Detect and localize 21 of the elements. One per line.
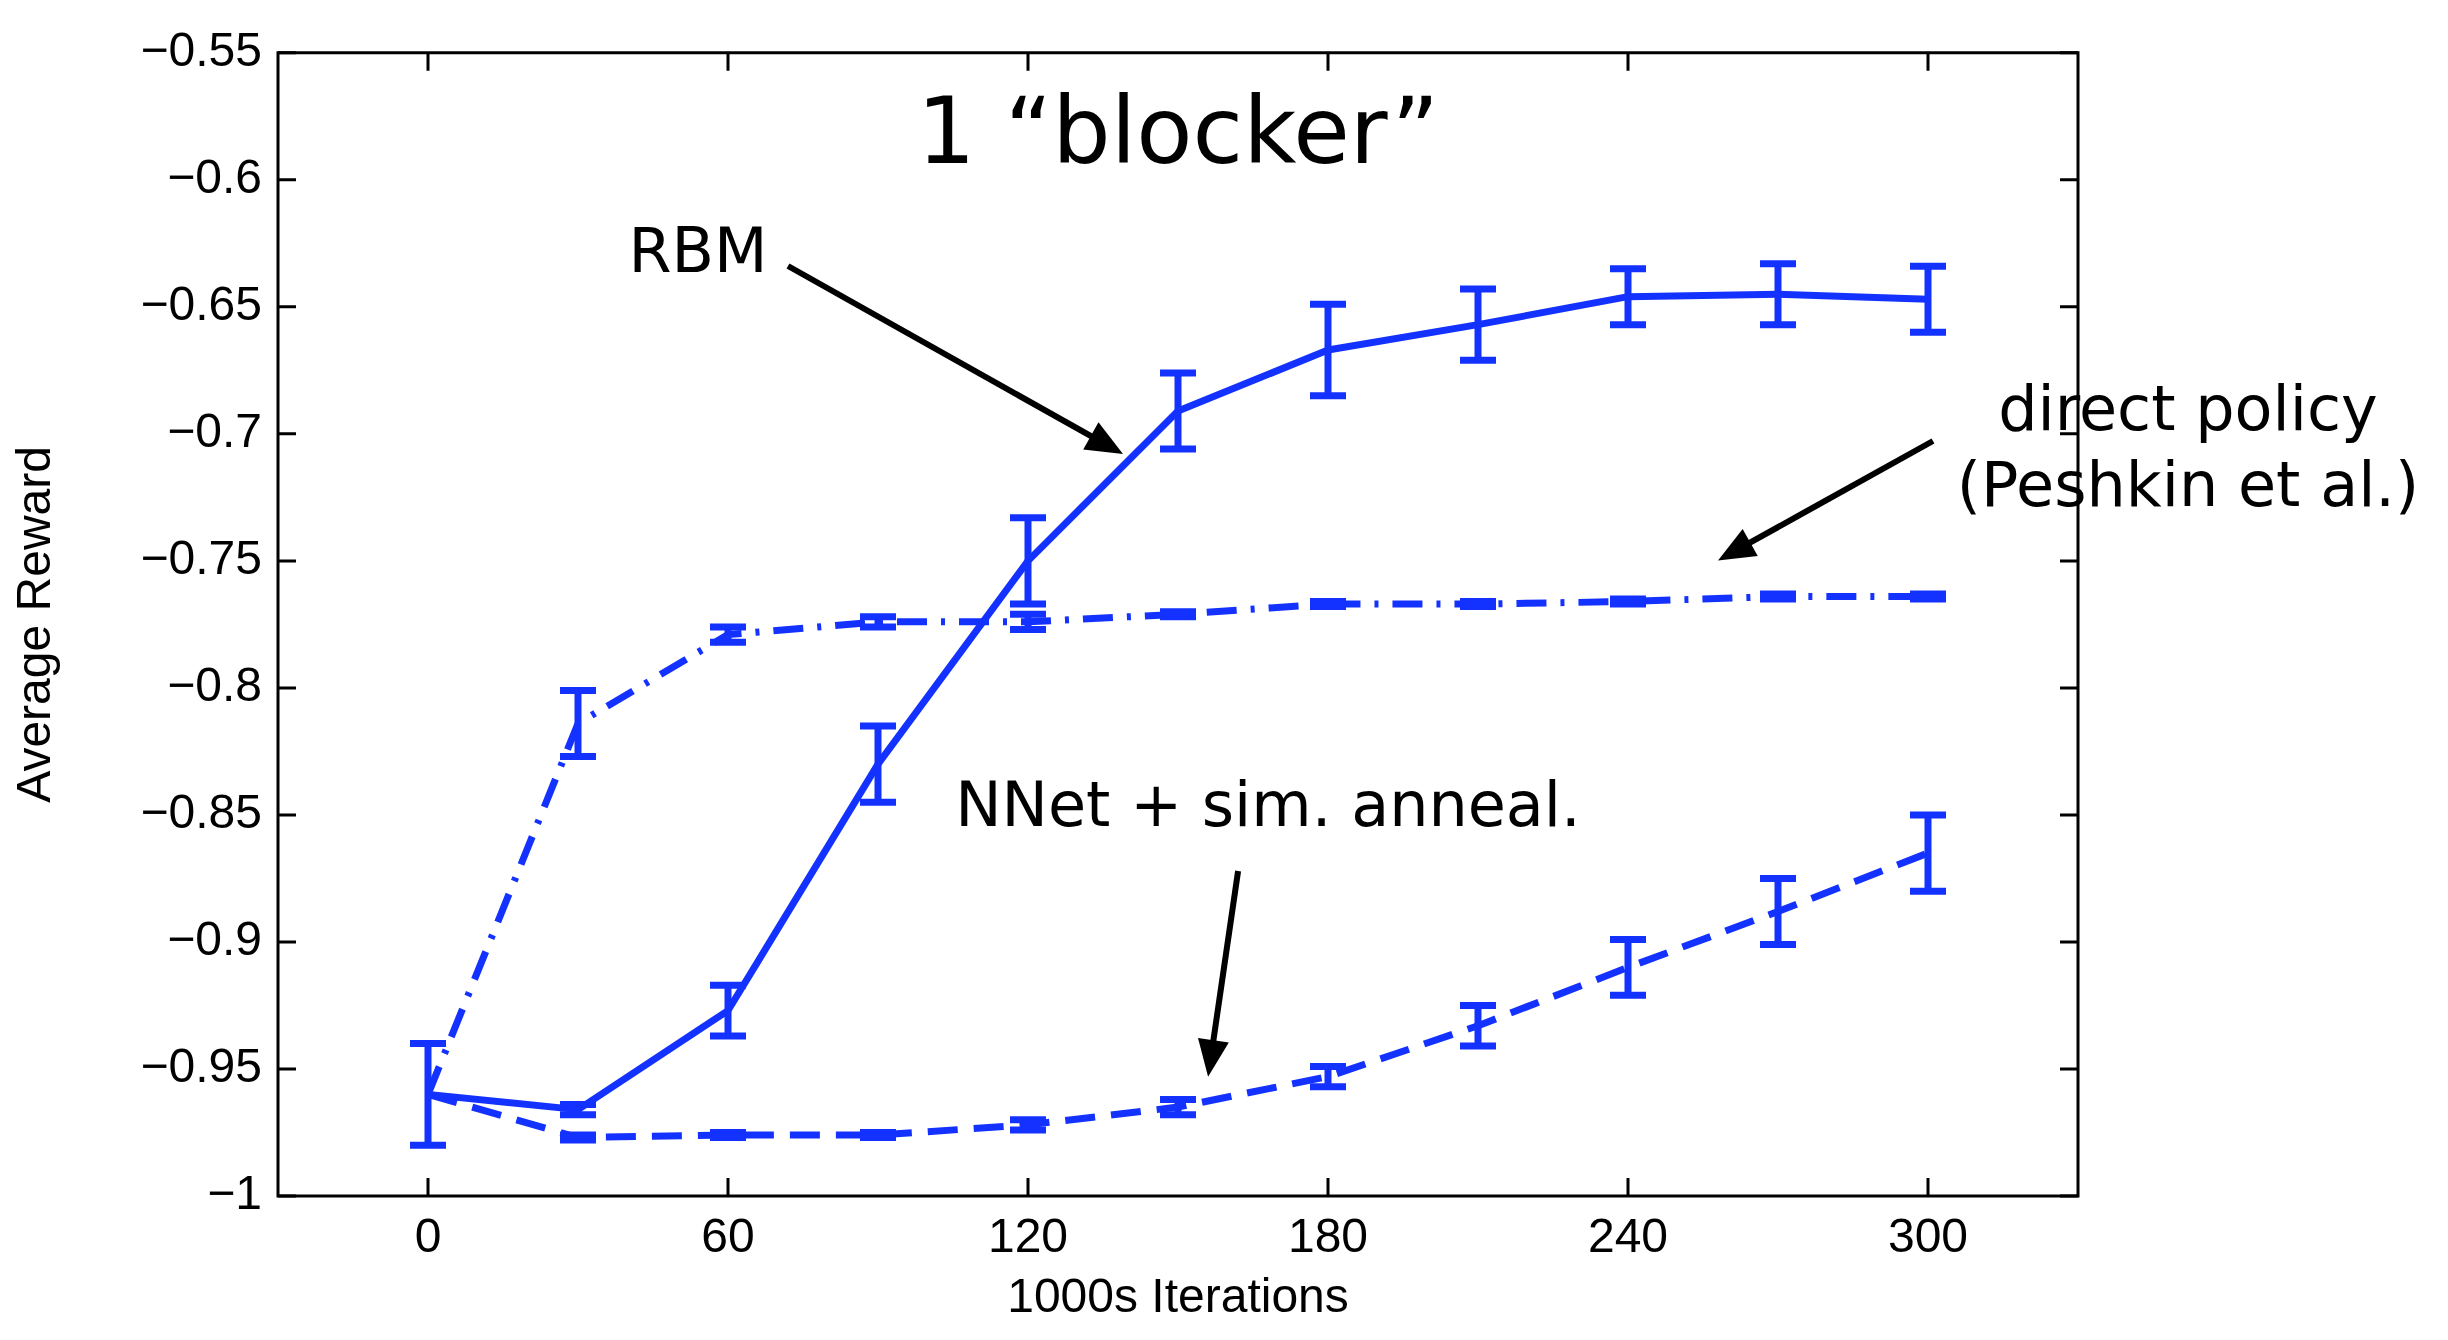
chart-title: 1 “blocker” [916, 77, 1440, 185]
x-tick-label: 240 [1587, 1209, 1669, 1263]
y-tick-label: −1 [207, 1166, 262, 1220]
y-tick-label: −0.7 [167, 404, 262, 458]
x-tick-label: 180 [1287, 1209, 1369, 1263]
y-tick-label: −0.8 [167, 658, 262, 712]
y-tick-label: −0.55 [140, 23, 262, 77]
y-tick-label: −0.6 [167, 150, 262, 204]
annotation: RBM [628, 214, 768, 288]
x-axis-title: 1000s Iterations [1007, 1269, 1349, 1323]
y-axis-title: Average Reward [7, 446, 61, 803]
x-tick-label: 60 [701, 1209, 755, 1263]
x-tick-label: 300 [1887, 1209, 1969, 1263]
y-tick-label: −0.65 [140, 277, 262, 331]
x-tick-label: 120 [987, 1209, 1069, 1263]
y-tick-label: −0.85 [140, 785, 262, 839]
y-tick-label: −0.75 [140, 531, 262, 585]
x-tick-label: 0 [414, 1209, 442, 1263]
annotation: NNet + sim. anneal. [955, 767, 1581, 841]
y-tick-label: −0.9 [167, 912, 262, 966]
y-tick-label: −0.95 [140, 1039, 262, 1093]
